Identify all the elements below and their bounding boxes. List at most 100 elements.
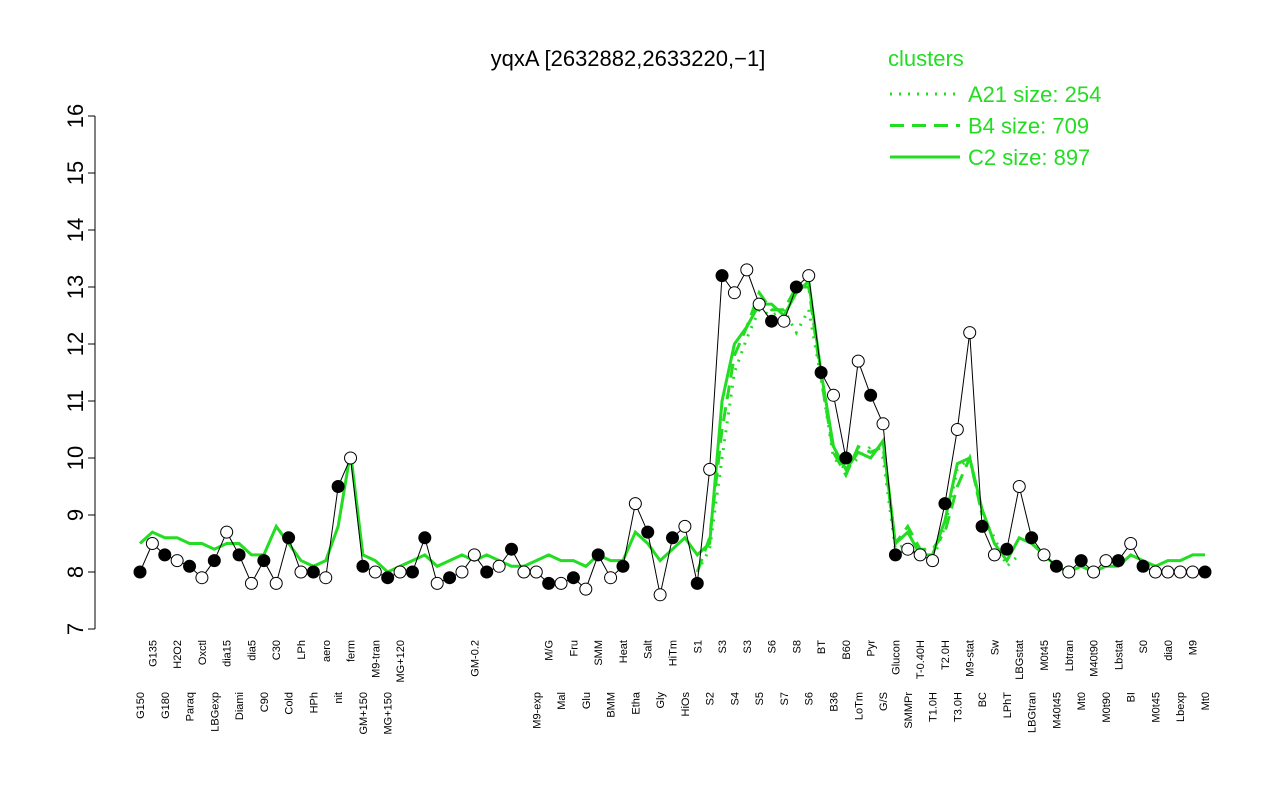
- x-tick-label: SMMPr: [903, 692, 915, 729]
- data-point: [1099, 554, 1113, 568]
- data-point: [604, 571, 618, 585]
- x-tick-label: M9-tran: [370, 640, 382, 678]
- cluster-line: [138, 278, 1205, 574]
- x-tick-label: dia0: [1163, 640, 1175, 661]
- x-tick-label: Etha: [630, 691, 642, 715]
- data-point: [232, 548, 246, 562]
- data-point: [492, 559, 506, 573]
- data-point: [455, 565, 469, 579]
- data-point: [963, 326, 977, 340]
- x-tick-label: S2: [705, 692, 717, 705]
- x-tick-label: T-0.40H: [915, 640, 927, 679]
- data-point: [430, 576, 444, 590]
- y-tick-label: 11: [63, 390, 88, 413]
- data-point: [703, 462, 717, 476]
- x-tick-label: M9: [1188, 640, 1200, 655]
- data-point: [1186, 565, 1200, 579]
- data-point: [1087, 565, 1101, 579]
- data-point: [195, 571, 209, 585]
- x-tick-label: Mt0: [1076, 692, 1088, 710]
- x-tick-label: SMM: [593, 640, 605, 666]
- x-tick-label: BMM: [606, 692, 618, 718]
- x-tick-label: HiOs: [680, 692, 692, 717]
- data-point: [740, 263, 754, 277]
- legend-label: A21 size: 254: [968, 82, 1101, 107]
- x-tick-label: S8: [791, 640, 803, 653]
- data-point: [802, 269, 816, 283]
- x-tick-label: G/S: [878, 692, 890, 711]
- x-tick-label: S0: [1138, 640, 1150, 653]
- data-point: [344, 451, 358, 465]
- data-point: [839, 451, 853, 465]
- x-tick-label: Lbexp: [1175, 692, 1187, 722]
- data-point: [789, 280, 803, 294]
- legend-label: C2 size: 897: [968, 145, 1090, 170]
- x-tick-label: C90: [259, 692, 271, 712]
- x-tick-label: S7: [779, 692, 791, 705]
- x-tick-label: Salt: [643, 640, 655, 659]
- y-tick-label: 9: [63, 509, 88, 521]
- data-point: [368, 565, 382, 579]
- data-point: [715, 269, 729, 283]
- x-tick-label: nit: [333, 692, 345, 704]
- x-tick-label: Mal: [556, 692, 568, 710]
- data-point: [653, 588, 667, 602]
- x-tick-label: Diami: [234, 692, 246, 720]
- data-point: [282, 531, 296, 545]
- x-tick-label: Oxctl: [197, 640, 209, 665]
- data-point: [183, 559, 197, 573]
- data-point: [864, 388, 878, 402]
- x-tick-label: Paraq: [185, 692, 197, 721]
- data-point: [1000, 542, 1014, 556]
- data-point: [1012, 480, 1026, 493]
- chart-title: yqxA [2632882,2633220,−1]: [491, 46, 766, 71]
- x-tick-label: M40t45: [1051, 692, 1063, 729]
- x-tick-label: MG+150: [383, 692, 395, 735]
- data-point: [257, 554, 271, 568]
- x-tick-label: B36: [828, 692, 840, 712]
- y-tick-label: 16: [63, 104, 88, 128]
- y-tick-label: 7: [63, 623, 88, 635]
- x-tick-label: S4: [729, 692, 741, 705]
- x-tick-label: M9-exp: [531, 692, 543, 729]
- x-tick-label: Heat: [618, 640, 630, 663]
- x-tick-label: G135: [147, 640, 159, 667]
- data-point: [393, 565, 407, 579]
- data-point: [666, 531, 679, 545]
- data-point: [690, 576, 704, 590]
- x-tick-label: S6: [767, 640, 779, 653]
- x-tick-label: Glu: [581, 692, 593, 709]
- data-point: [678, 519, 692, 533]
- data-point: [294, 565, 308, 579]
- data-point: [814, 366, 828, 379]
- data-point: [381, 571, 395, 585]
- data-point: [752, 297, 766, 311]
- x-tick-label: BT: [816, 640, 828, 654]
- data-point: [566, 571, 580, 585]
- x-tick-label: MG+120: [395, 640, 407, 683]
- x-tick-label: LPh: [296, 640, 308, 660]
- data-point: [641, 525, 655, 539]
- x-tick-label: aero: [321, 640, 333, 662]
- x-tick-label: T1.0H: [928, 692, 940, 722]
- data-point: [529, 565, 543, 579]
- x-tick-label: M0t90: [1101, 692, 1113, 723]
- y-tick-label: 13: [63, 275, 88, 299]
- x-tick-label: S1: [692, 640, 704, 653]
- data-point: [616, 559, 630, 573]
- data-point: [443, 571, 457, 585]
- y-tick-label: 12: [63, 332, 88, 356]
- data-point: [975, 519, 989, 533]
- x-tick-label: S3: [742, 640, 754, 653]
- data-point: [876, 417, 890, 431]
- x-tick-label: T2.0H: [940, 640, 952, 670]
- data-point: [1148, 565, 1162, 579]
- data-point: [1062, 565, 1076, 579]
- data-point: [950, 423, 964, 436]
- data-point: [207, 554, 221, 568]
- x-tick-label: Gly: [655, 692, 667, 709]
- x-tick-label: M9-stat: [965, 640, 977, 677]
- x-tick-label: ferm: [346, 640, 358, 662]
- data-point: [777, 314, 791, 328]
- data-point: [1074, 554, 1088, 568]
